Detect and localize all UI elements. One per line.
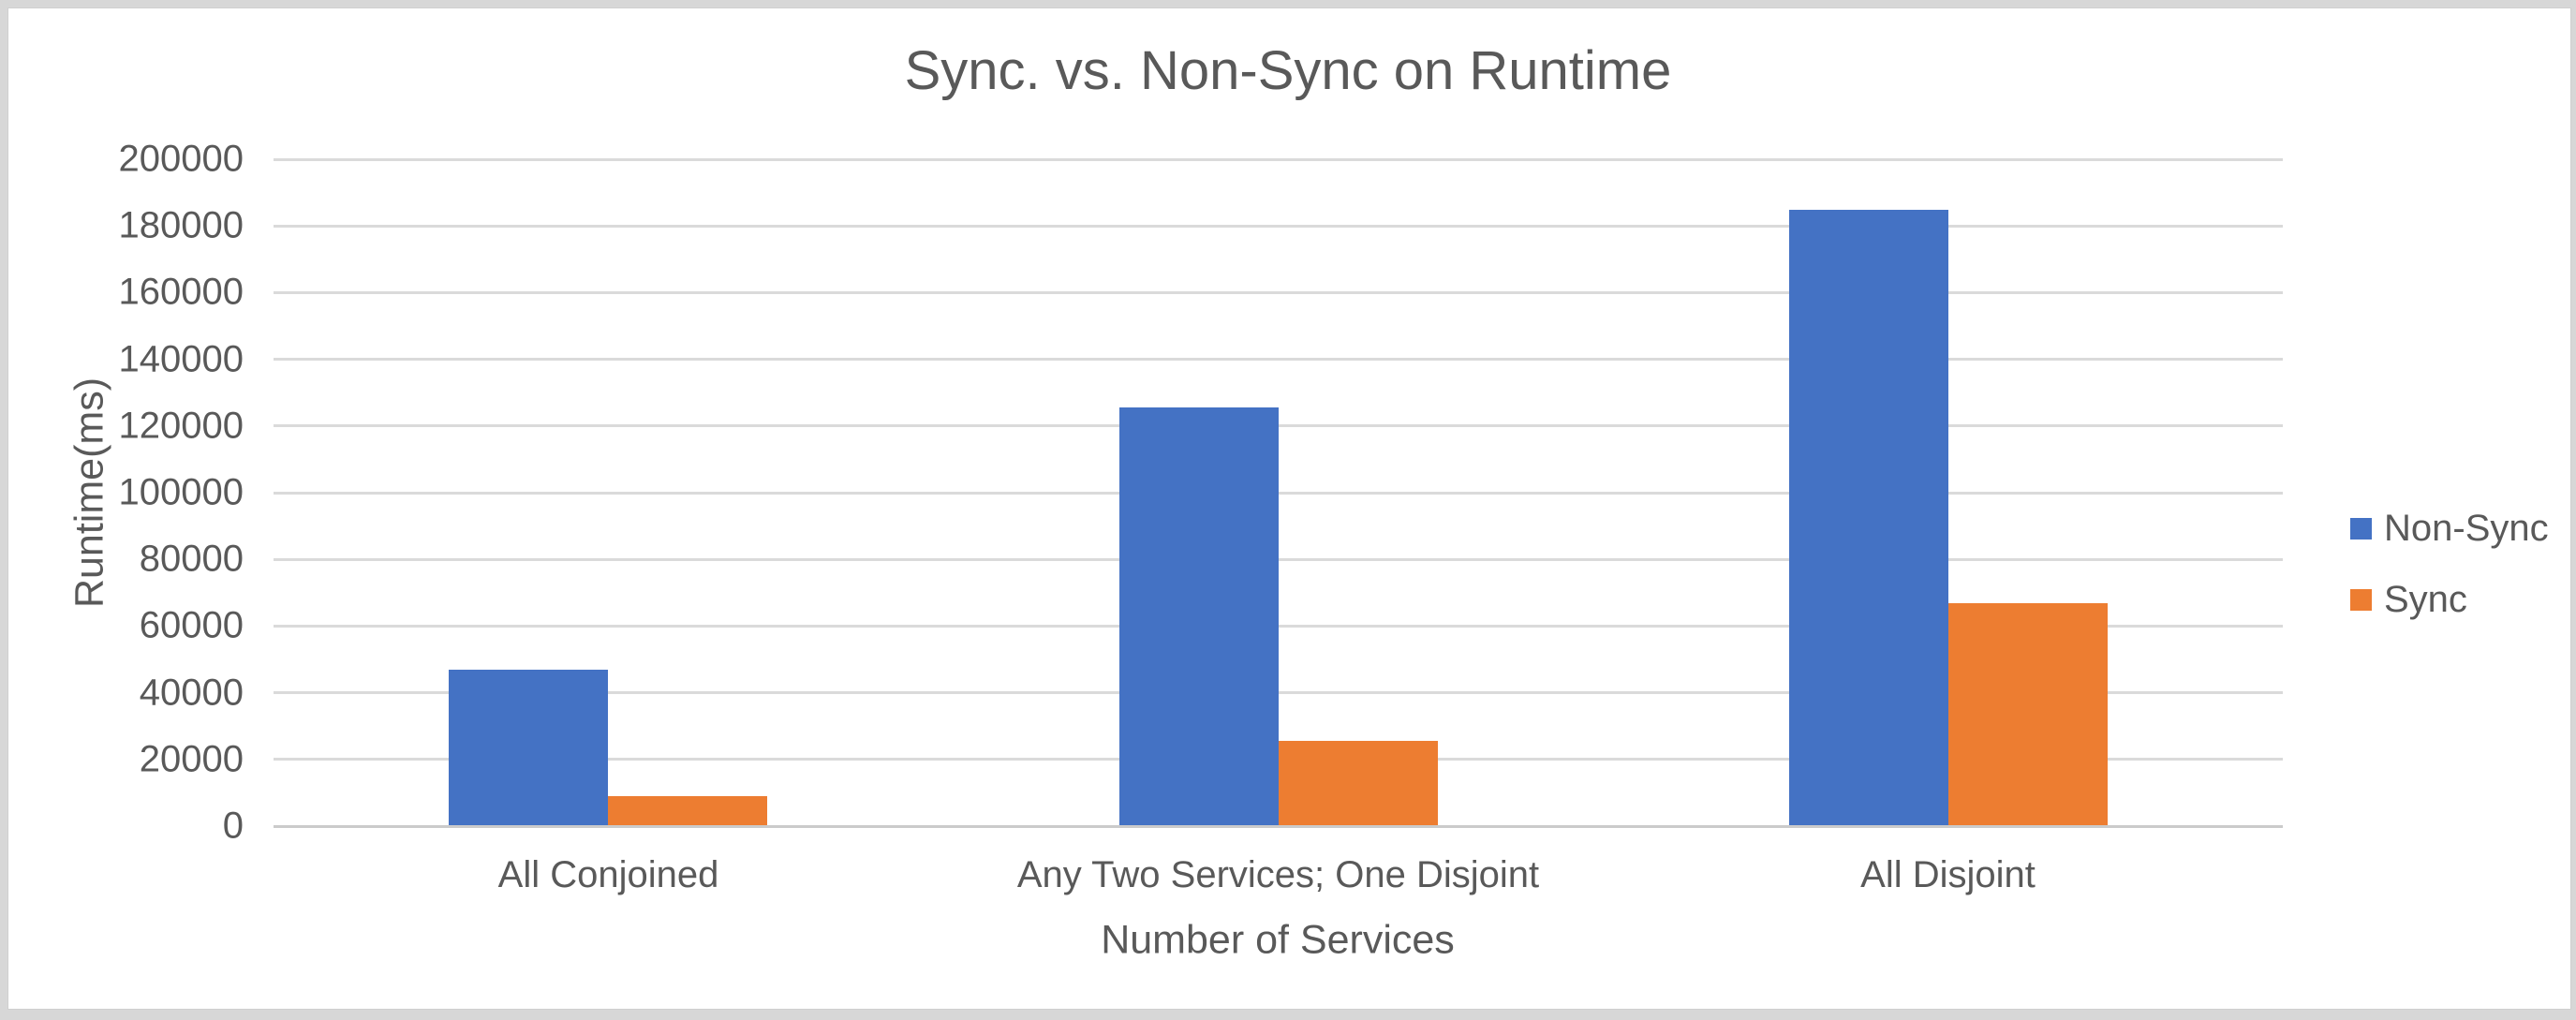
legend-label-non-sync: Non-Sync bbox=[2384, 507, 2549, 549]
y-tick-label: 60000 bbox=[139, 604, 244, 646]
gridline bbox=[274, 358, 2283, 362]
gridline bbox=[274, 624, 2283, 628]
y-tick-label: 80000 bbox=[139, 538, 244, 580]
y-tick-label: 140000 bbox=[118, 338, 244, 380]
plot-area: 0 20000 40000 60000 80000 100000 120000 140000 1… bbox=[119, 139, 2283, 895]
y-tick-label: 200000 bbox=[118, 138, 244, 180]
y-tick-label: 20000 bbox=[139, 738, 244, 780]
gridline bbox=[274, 557, 2283, 561]
bar-sync-3 bbox=[1947, 603, 2108, 826]
gridline bbox=[274, 491, 2283, 495]
legend-item-sync: Sync bbox=[2350, 578, 2549, 621]
x-category-label: Any Two Services; One Disjoint bbox=[1016, 854, 1540, 895]
bar-sync-1 bbox=[608, 795, 768, 826]
gridline bbox=[274, 157, 2283, 161]
chart-title: Sync. vs. Non-Sync on Runtime bbox=[904, 40, 1672, 101]
legend-swatch-non-sync-icon bbox=[2350, 517, 2372, 540]
y-tick-label: 180000 bbox=[118, 204, 244, 246]
legend-item-non-sync: Non-Sync bbox=[2350, 507, 2549, 550]
x-axis-line bbox=[274, 824, 2283, 828]
gridline bbox=[274, 224, 2283, 228]
legend: Non-Sync Sync bbox=[2350, 507, 2549, 621]
legend-label-sync: Sync bbox=[2384, 578, 2467, 620]
y-tick-label: 120000 bbox=[118, 405, 244, 447]
x-category-label: All Disjoint bbox=[1860, 854, 2036, 895]
bar-non-sync-3 bbox=[1788, 210, 1948, 826]
legend-swatch-sync-icon bbox=[2350, 588, 2372, 611]
y-tick-label: 40000 bbox=[139, 672, 244, 714]
y-tick-label: 0 bbox=[222, 805, 244, 847]
bar-non-sync-1 bbox=[449, 670, 609, 826]
x-axis-title: Number of Services bbox=[1101, 917, 1455, 963]
y-tick-label: 100000 bbox=[118, 471, 244, 513]
chart-panel bbox=[7, 7, 2571, 1010]
gridline bbox=[274, 691, 2283, 695]
gridline bbox=[274, 424, 2283, 428]
y-axis-title: Runtime(ms) bbox=[67, 377, 112, 609]
bar-sync-2 bbox=[1278, 740, 1438, 826]
gridline bbox=[274, 290, 2283, 294]
bar-non-sync-2 bbox=[1118, 407, 1279, 826]
y-tick-label: 160000 bbox=[118, 271, 244, 313]
x-category-label: All Conjoined bbox=[497, 854, 719, 895]
